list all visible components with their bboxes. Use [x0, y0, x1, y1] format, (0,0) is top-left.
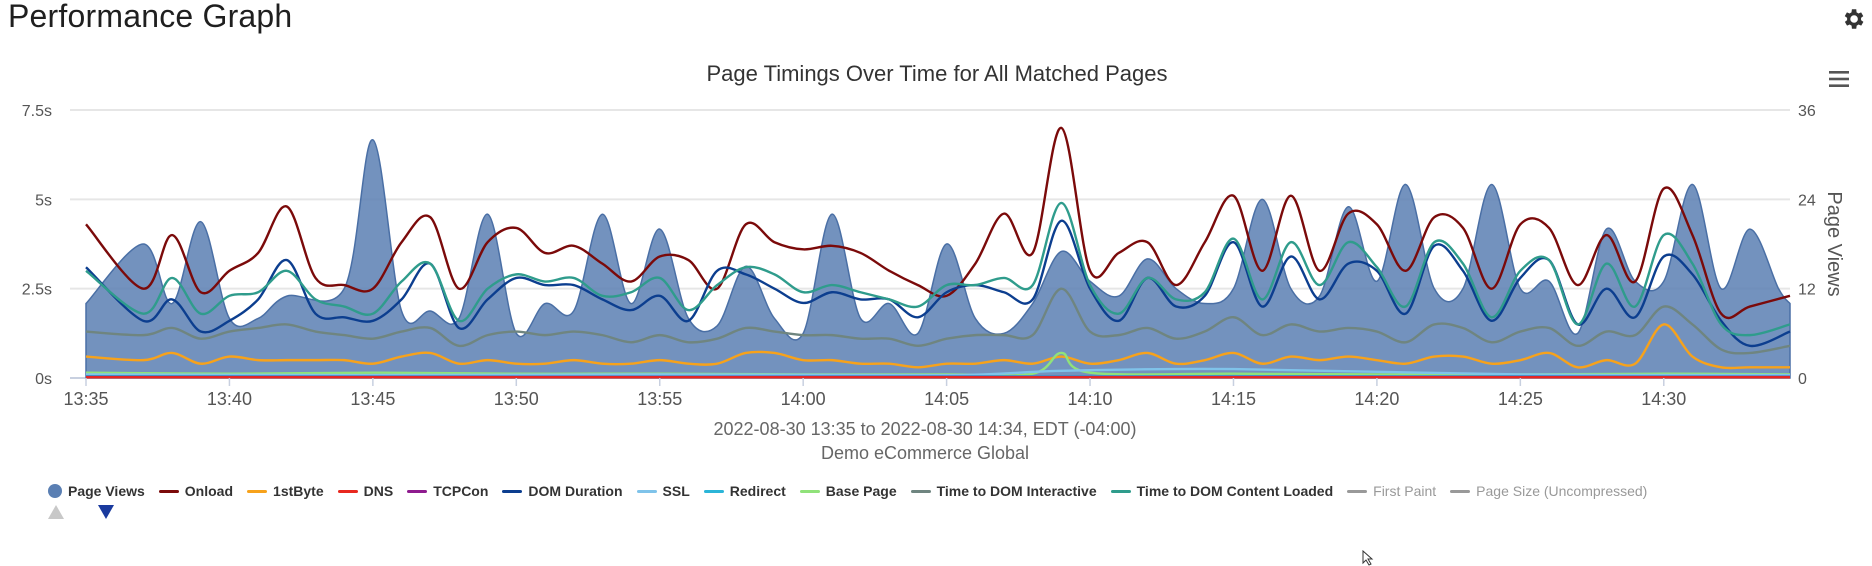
legend-line-icon: [911, 490, 931, 493]
legend-label: DOM Duration: [528, 483, 622, 499]
x-tick-label: 13:45: [350, 389, 395, 409]
legend-item-dns[interactable]: DNS: [338, 483, 394, 499]
legend-label: Page Size (Uncompressed): [1476, 483, 1647, 499]
legend-line-icon: [1450, 490, 1470, 493]
y-left-tick-label: 2.5s: [22, 282, 52, 299]
y-right-tick-label: 12: [1798, 282, 1816, 299]
legend-label: SSL: [663, 483, 690, 499]
x-tick-label: 14:30: [1641, 389, 1686, 409]
legend-item-time-to-dom-interactive[interactable]: Time to DOM Interactive: [911, 483, 1097, 499]
legend-label: DNS: [364, 483, 394, 499]
x-tick-label: 14:25: [1498, 389, 1543, 409]
chart-legend: Page Views Onload 1stByte DNS TCPCon DOM Dura…: [48, 480, 1661, 502]
legend-line-icon: [159, 490, 179, 493]
x-tick-label: 13:40: [207, 389, 252, 409]
legend-item-page-views[interactable]: Page Views: [48, 483, 145, 499]
legend-dot-icon: [48, 484, 62, 498]
chart-title: Page Timings Over Time for All Matched P…: [707, 61, 1168, 86]
legend-item-base-page[interactable]: Base Page: [800, 483, 897, 499]
legend-item-time-to-dom-content-loaded[interactable]: Time to DOM Content Loaded: [1111, 483, 1334, 499]
x-tick-label: 14:00: [781, 389, 826, 409]
legend-item-first-paint[interactable]: First Paint: [1347, 483, 1436, 499]
legend-line-icon: [1111, 490, 1131, 493]
legend-item-redirect[interactable]: Redirect: [704, 483, 786, 499]
hamburger-menu-icon[interactable]: [1826, 68, 1852, 90]
x-tick-label: 13:35: [63, 389, 108, 409]
legend-line-icon: [407, 490, 427, 493]
legend-label: Onload: [185, 483, 233, 499]
legend-item-ssl[interactable]: SSL: [637, 483, 690, 499]
x-tick-label: 14:15: [1211, 389, 1256, 409]
legend-label: Base Page: [826, 483, 897, 499]
triangle-down-icon[interactable]: [98, 505, 114, 519]
y-right-tick-label: 0: [1798, 371, 1807, 388]
x-tick-label: 14:05: [924, 389, 969, 409]
legend-line-icon: [247, 490, 267, 493]
y-left-tick-label: 7.5s: [22, 103, 52, 120]
chart-subtitle: 2022-08-30 13:35 to 2022-08-30 14:34, ED…: [714, 419, 1137, 439]
legend-label: Redirect: [730, 483, 786, 499]
legend-line-icon: [502, 490, 522, 493]
legend-item-page-size-uncompressed[interactable]: Page Size (Uncompressed): [1450, 483, 1647, 499]
chart-subtitle: Demo eCommerce Global: [821, 443, 1029, 463]
legend-label: Page Views: [68, 483, 145, 499]
legend-line-icon: [1347, 490, 1367, 493]
legend-line-icon: [800, 490, 820, 493]
legend-pager: [48, 505, 114, 519]
legend-item-onload[interactable]: Onload: [159, 483, 233, 499]
y-left-tick-label: 0s: [35, 371, 52, 388]
legend-label: First Paint: [1373, 483, 1436, 499]
x-tick-label: 13:50: [494, 389, 539, 409]
legend-item-dom-duration[interactable]: DOM Duration: [502, 483, 622, 499]
legend-line-icon: [704, 490, 724, 493]
legend-line-icon: [637, 490, 657, 493]
legend-label: TCPCon: [433, 483, 488, 499]
legend-item-1stbyte[interactable]: 1stByte: [247, 483, 324, 499]
triangle-up-icon[interactable]: [48, 505, 64, 519]
legend-label: 1stByte: [273, 483, 324, 499]
y-left-tick-label: 5s: [35, 192, 52, 209]
legend-line-icon: [338, 490, 358, 493]
legend-label: Time to DOM Content Loaded: [1137, 483, 1334, 499]
legend-label: Time to DOM Interactive: [937, 483, 1097, 499]
y-right-axis-label: Page Views: [1823, 191, 1845, 296]
legend-item-tcpcon[interactable]: TCPCon: [407, 483, 488, 499]
performance-chart: 0s 2.5s 5s 7.5s 0 12 24 36 Page Views 13:35 13:40 1…: [0, 0, 1872, 470]
x-tick-label: 14:10: [1068, 389, 1113, 409]
x-tick-label: 13:55: [637, 389, 682, 409]
y-right-tick-label: 24: [1798, 192, 1816, 209]
y-right-tick-label: 36: [1798, 103, 1816, 120]
x-tick-label: 14:20: [1354, 389, 1399, 409]
